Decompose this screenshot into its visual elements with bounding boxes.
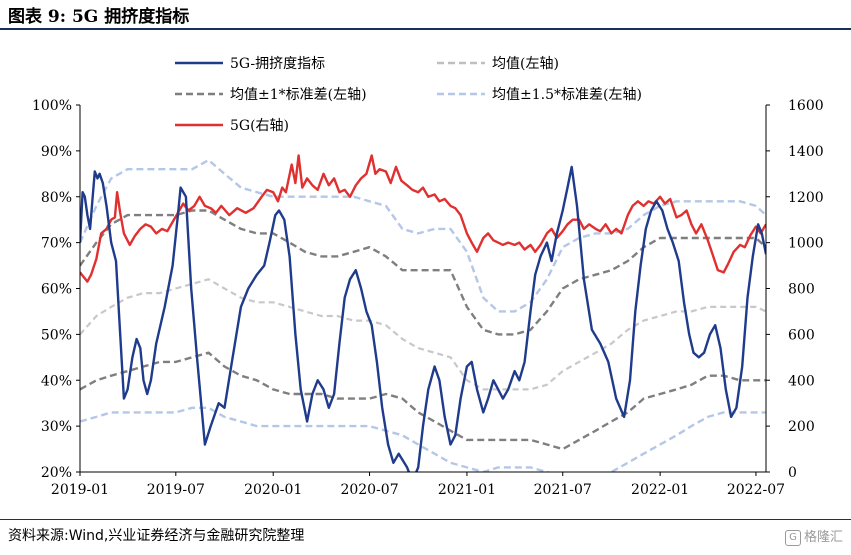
y-right-tick-label: 600 [788,327,815,343]
source-note: 资料来源:Wind,兴业证券经济与金融研究院整理 [8,528,305,544]
legend-label: 均值±1*标准差(左轴) [230,87,367,103]
y-left-tick-label: 20% [41,465,72,481]
y-right-tick-label: 0 [788,465,797,481]
x-tick-label: 2022-01 [631,482,689,498]
x-tick-label: 2019-01 [51,482,109,498]
y-right-tick-label: 400 [788,373,815,389]
x-tick-label: 2020-01 [244,482,302,498]
chart-legend: 5G-拥挤度指标 均值(左轴) 均值±1*标准差(左轴) 均值±1.5*标准差(左轴)… [175,56,642,134]
y-left-tick-label: 100% [32,98,72,114]
y-left-tick-label: 90% [41,144,72,160]
y-left-tick-label: 60% [41,282,72,298]
x-tick-label: 2022-07 [727,482,785,498]
x-tick-label: 2021-01 [438,482,496,498]
y-right-tick-label: 1200 [788,190,824,206]
x-tick-label: 2019-07 [147,482,205,498]
x-tick-label: 2020-07 [340,482,398,498]
y-right-tick-label: 1600 [788,98,824,114]
y-right-tick-label: 200 [788,419,815,435]
series-line-4 [80,158,766,313]
plot-area [80,154,766,472]
legend-label: 均值±1.5*标准差(左轴) [492,87,642,103]
y-left-tick-label: 70% [41,236,72,252]
series-line-2 [80,209,766,336]
title-divider [0,28,851,30]
series-line-0 [80,165,766,472]
y-left-tick-label: 40% [41,373,72,389]
watermark-logo-icon: G [784,529,801,546]
legend-label: 5G-拥挤度指标 [230,56,325,72]
series-line-5 [80,406,766,472]
chart-canvas: 20% 30% 40% 50% 60% 70% 80% 90% 100% 0 200 400 600 80… [32,56,824,498]
watermark: G 格隆汇 [784,526,843,546]
series-line-6 [80,154,766,283]
x-tick-label: 2021-07 [534,482,592,498]
y-left-tick-label: 50% [41,327,72,343]
y-left-tick-label: 30% [41,419,72,435]
series-line-1 [80,278,766,391]
y-right-tick-label: 800 [788,282,815,298]
legend-label: 5G(右轴) [230,118,289,134]
y-left-tick-label: 80% [41,190,72,206]
watermark-text: 格隆汇 [803,530,843,545]
legend-label: 均值(左轴) [492,56,559,72]
chart-title: 图表 9: 5G 拥挤度指标 [8,7,190,27]
y-right-tick-label: 1400 [788,144,824,160]
axes: 20% 30% 40% 50% 60% 70% 80% 90% 100% 0 200 400 600 80… [32,98,824,498]
y-right-tick-label: 1000 [788,236,824,252]
source-divider [0,519,851,520]
